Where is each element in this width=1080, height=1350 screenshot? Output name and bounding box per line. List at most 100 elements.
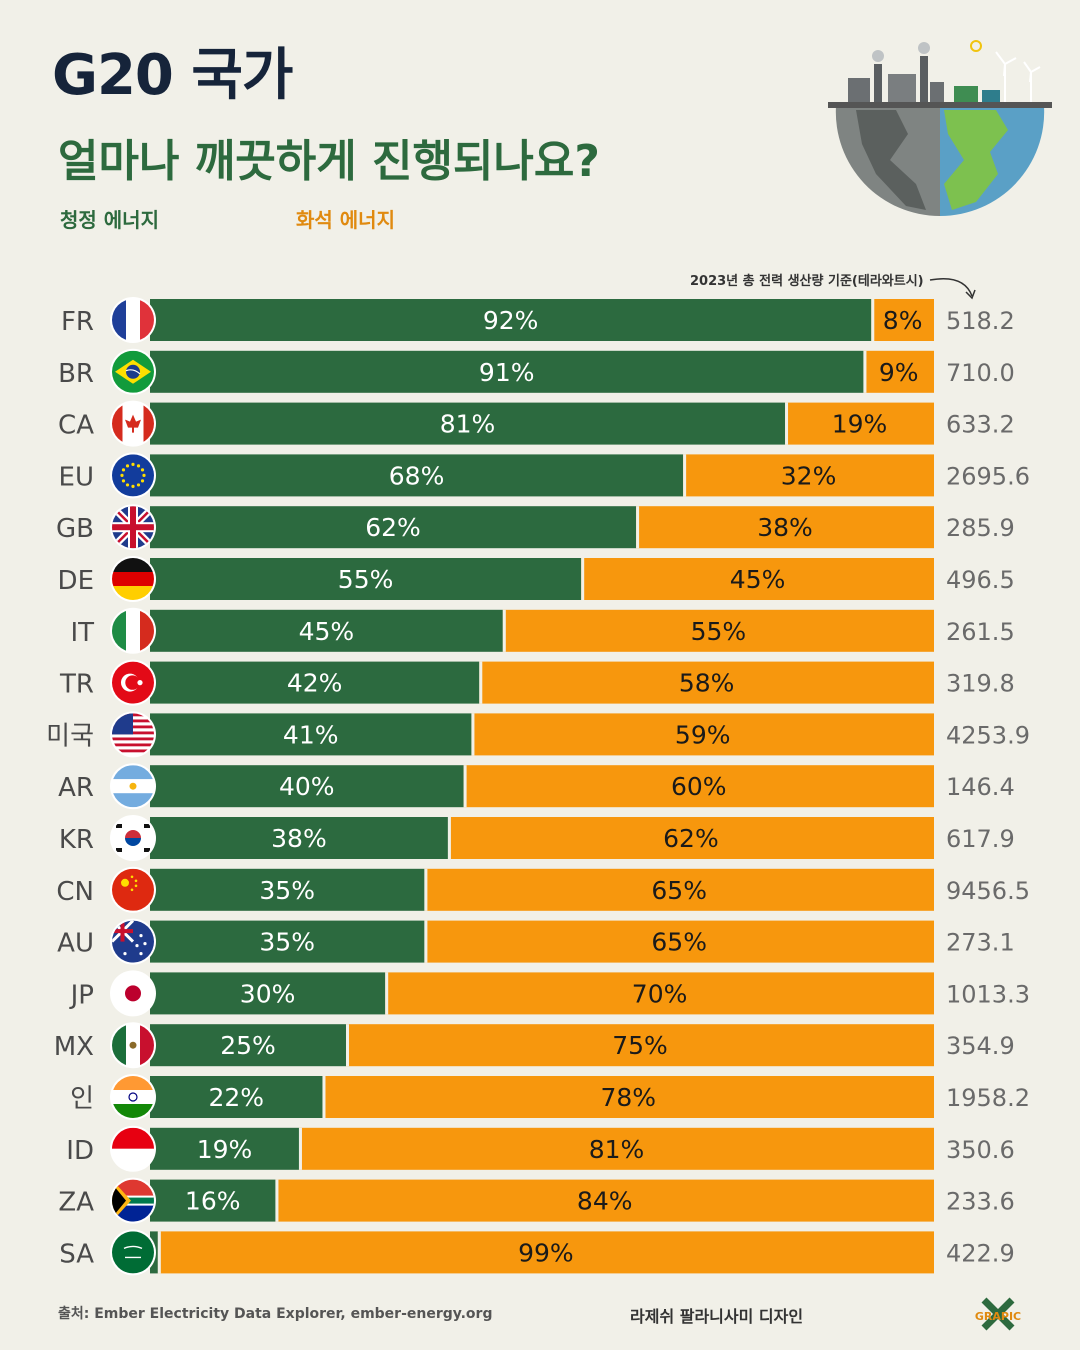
clean-bar [150,868,425,911]
mexico-flag-icon [110,1022,156,1069]
total-twh-label: 9456.5 [946,877,1030,905]
italy-flag-icon [110,607,156,654]
stacked-bar-chart: FR 92% 8% 518.2 BR 91% 9% 710.0 CA 81% 19% 633.2 EU 6… [46,297,1030,1276]
fossil-bar [346,1024,934,1067]
country-label: ID [66,1136,94,1166]
total-twh-label: 2695.6 [946,462,1030,490]
bar-row-SA: SA 99% 422.9 [59,1229,1015,1276]
total-twh-label: 710.0 [946,359,1015,387]
fossil-bar [471,713,934,756]
clean-bar [150,661,480,704]
total-twh-label: 146.4 [946,773,1015,801]
fossil-bar [275,1179,934,1222]
clean-value-label: 45% [299,617,355,646]
bar-row-KR: KR 38% 62% 617.9 [59,815,1015,861]
clean-bar [150,713,472,756]
fossil-value-label: 19% [832,410,888,439]
clean-bar [150,972,386,1015]
indonesia-flag-icon [110,1125,156,1172]
fossil-value-label: 9% [879,358,919,387]
korea-flag-icon [110,815,156,861]
globe-factory-wind-icon [828,40,1052,217]
curved-arrow-icon [929,278,976,300]
bar-row-EU: EU 68% 32% 2695.6 [59,452,1030,499]
clean-bar [150,817,448,859]
country-label: BR [58,359,94,389]
south-africa-flag-icon [110,1177,156,1224]
japan-flag-icon [110,970,156,1017]
total-twh-label: 285.9 [946,514,1015,542]
fossil-bar [636,506,934,549]
total-twh-label: 422.9 [946,1239,1015,1267]
fossil-value-label: 75% [612,1031,668,1060]
total-twh-label: 319.8 [946,670,1015,698]
total-twh-label: 4253.9 [946,721,1030,749]
country-label: MX [54,1032,94,1062]
svg-text:GRAPIC: GRAPIC [975,1310,1021,1323]
turkey-flag-icon [110,659,156,706]
bar-divider [424,920,428,963]
country-label: ZA [58,1188,94,1218]
china-flag-icon [110,866,156,913]
legend-fossil-energy: 화석 에너지 [296,208,395,232]
fossil-bar [157,1231,935,1274]
designer-credit: 라제쉬 팔라니사미 디자인 [630,1307,804,1326]
country-label: AR [58,773,94,803]
clean-bar [150,558,582,600]
clean-bar [150,765,464,808]
saudi-arabia-flag-icon [110,1229,156,1276]
clean-bar [150,402,786,445]
clean-value-label: 19% [197,1135,253,1164]
clean-value-label: 81% [440,410,496,439]
total-twh-label: 233.6 [946,1188,1015,1216]
fossil-bar [863,350,934,393]
bar-row-GB: GB 62% 38% 285.9 [56,504,1015,551]
clean-bar [150,454,684,497]
fossil-bar [385,972,934,1015]
clean-value-label: 16% [185,1187,241,1216]
clean-value-label: 55% [338,565,394,594]
country-label: IT [70,618,94,648]
germany-flag-icon [110,556,156,602]
total-twh-label: 350.6 [946,1136,1015,1164]
argentina-flag-icon [110,763,156,810]
country-label: JP [69,980,94,1010]
fossil-bar [785,402,934,445]
clean-value-label: 40% [279,772,335,801]
bar-divider [385,972,389,1015]
fossil-value-label: 60% [671,772,727,801]
country-label: CN [56,877,94,907]
total-generation-note: 2023년 총 전력 생산량 기준(테라와트시) [690,274,924,289]
total-twh-label: 354.9 [946,1032,1015,1060]
bar-row-AU: AU 35% 65% 273.1 [57,918,1015,965]
bar-divider [683,454,687,497]
clean-bar [150,920,425,963]
canada-flag-icon [110,400,156,447]
fossil-bar [502,609,934,652]
bar-row-BR: BR 91% 9% 710.0 [58,348,1015,395]
bar-row-TR: TR 42% 58% 319.8 [59,659,1015,706]
fossil-value-label: 99% [518,1238,574,1267]
total-twh-label: 633.2 [946,411,1015,439]
country-label: SA [59,1239,94,1269]
fossil-bar [322,1076,935,1118]
bar-divider [298,1127,302,1170]
clean-bar [150,1127,299,1170]
australia-flag-icon [110,918,156,965]
fossil-value-label: 65% [651,928,707,957]
bar-row-CA: CA 81% 19% 633.2 [58,400,1015,447]
total-twh-label: 617.9 [946,825,1015,853]
bar-row-IT: IT 45% 55% 261.5 [70,607,1015,654]
bar-row-MX: MX 25% 75% 354.9 [54,1022,1015,1069]
clean-value-label: 35% [259,928,315,957]
total-twh-label: 261.5 [946,618,1015,646]
bar-divider [424,868,428,911]
eu-flag-icon [110,452,156,499]
fossil-bar [581,558,934,600]
bar-row-CN: CN 35% 65% 9456.5 [56,866,1030,913]
fossil-bar [447,817,934,859]
fossil-value-label: 58% [679,669,735,698]
bar-divider [785,402,789,445]
fossil-value-label: 32% [781,461,837,490]
bar-row-FR: FR 92% 8% 518.2 [61,297,1015,343]
